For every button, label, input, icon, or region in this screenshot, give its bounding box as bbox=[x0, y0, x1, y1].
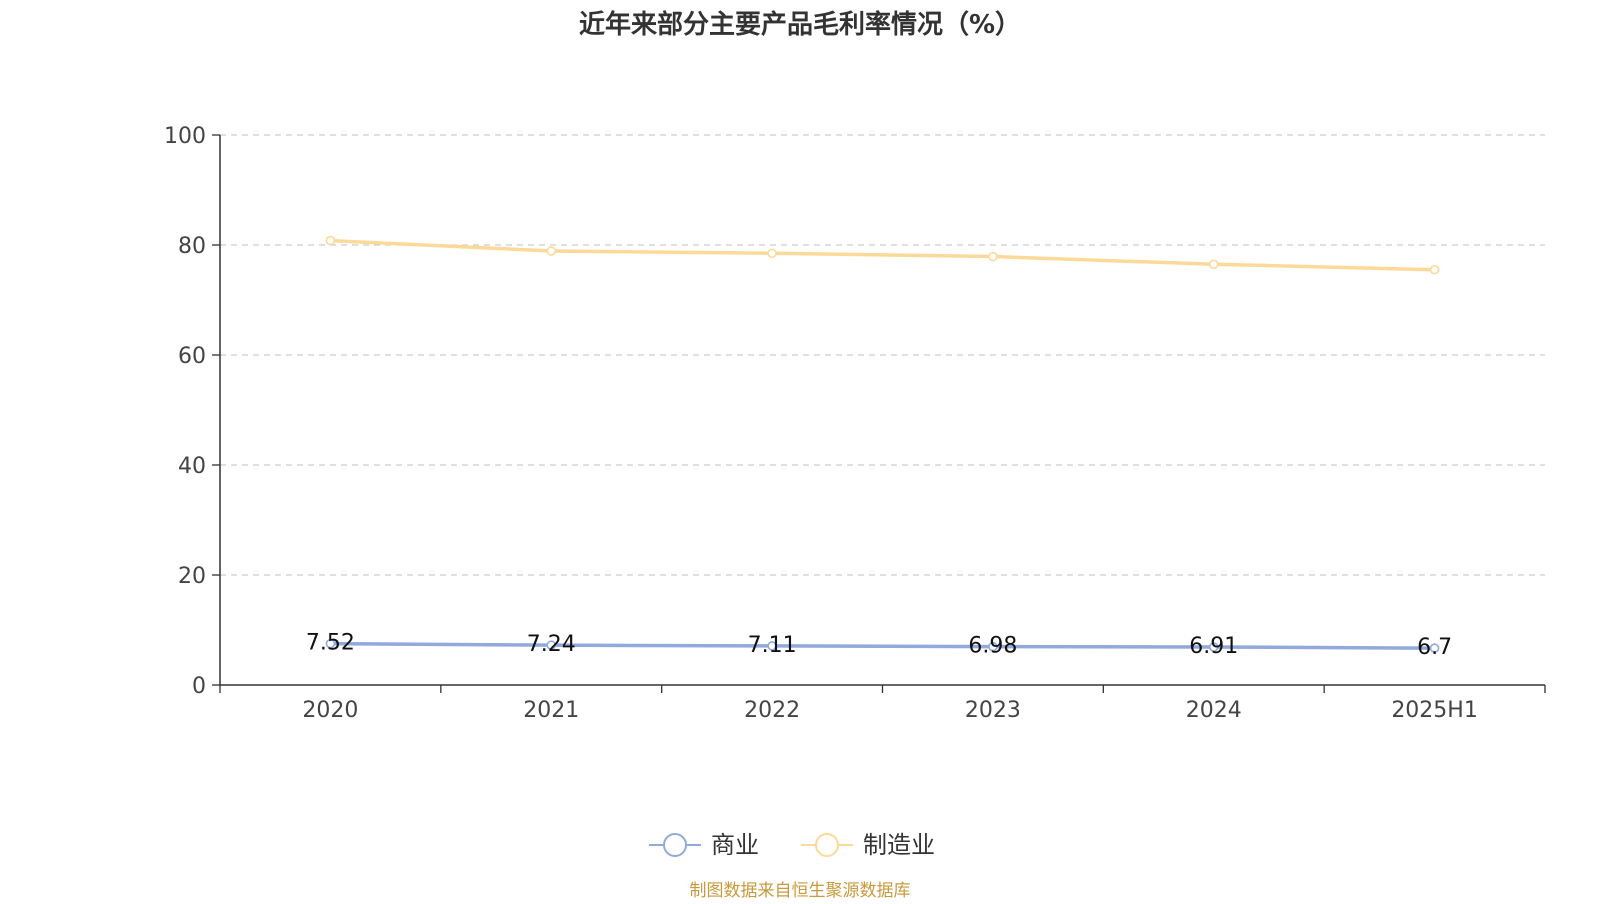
data-point bbox=[988, 641, 998, 652]
legend-label: 商业 bbox=[711, 831, 759, 859]
legend-marker bbox=[663, 833, 687, 857]
legend-label: 制造业 bbox=[863, 831, 935, 859]
data-point bbox=[767, 248, 777, 259]
legend-item: 商业 bbox=[649, 831, 759, 859]
y-tick-label: 80 bbox=[178, 234, 206, 259]
data-label: 7.11 bbox=[748, 633, 797, 658]
data-point bbox=[1429, 264, 1440, 275]
data-label: 7.24 bbox=[527, 632, 576, 657]
y-tick-label: 20 bbox=[178, 564, 206, 589]
data-label: 6.91 bbox=[1189, 634, 1238, 659]
data-point bbox=[1208, 642, 1219, 652]
data-point bbox=[546, 246, 557, 256]
x-tick-label: 2024 bbox=[1186, 698, 1242, 723]
axes: 0 20 40 60 80 100 2020 2021 2022 2023 2024 2025H1 bbox=[164, 124, 1546, 723]
y-tick-label: 40 bbox=[178, 454, 206, 479]
source-note: 制图数据来自恒生聚源数据库 bbox=[690, 881, 911, 900]
y-tick-label: 0 bbox=[192, 674, 206, 699]
series-line-0 bbox=[328, 641, 1437, 650]
data-labels: 7.52 7.24 7.11 6.98 6.91 6.7 bbox=[306, 631, 1452, 661]
data-point bbox=[767, 641, 777, 651]
data-point bbox=[325, 235, 336, 246]
y-tick-label: 60 bbox=[178, 344, 206, 369]
chart-title: 近年来部分主要产品毛利率情况（%） bbox=[579, 9, 1021, 40]
data-point bbox=[1208, 259, 1219, 270]
data-label: 6.98 bbox=[968, 634, 1017, 659]
legend: 商业 制造业 bbox=[649, 831, 935, 859]
data-label: 7.52 bbox=[306, 631, 355, 656]
y-tick-label: 100 bbox=[164, 124, 206, 149]
legend-item: 制造业 bbox=[801, 831, 935, 859]
data-label: 6.7 bbox=[1417, 635, 1452, 660]
legend-marker bbox=[815, 833, 839, 857]
x-tick-label: 2020 bbox=[302, 698, 358, 723]
data-point bbox=[546, 640, 557, 650]
x-tick-label: 2023 bbox=[965, 698, 1021, 723]
x-tick-label: 2025H1 bbox=[1391, 698, 1478, 723]
data-point bbox=[988, 251, 998, 262]
series-line-1 bbox=[328, 238, 1437, 272]
x-tick-label: 2022 bbox=[744, 698, 800, 723]
series-lines bbox=[325, 235, 1440, 653]
grid-lines bbox=[220, 134, 1545, 576]
x-tick-label: 2021 bbox=[523, 698, 579, 723]
data-point bbox=[1429, 643, 1440, 653]
data-point bbox=[325, 638, 336, 649]
